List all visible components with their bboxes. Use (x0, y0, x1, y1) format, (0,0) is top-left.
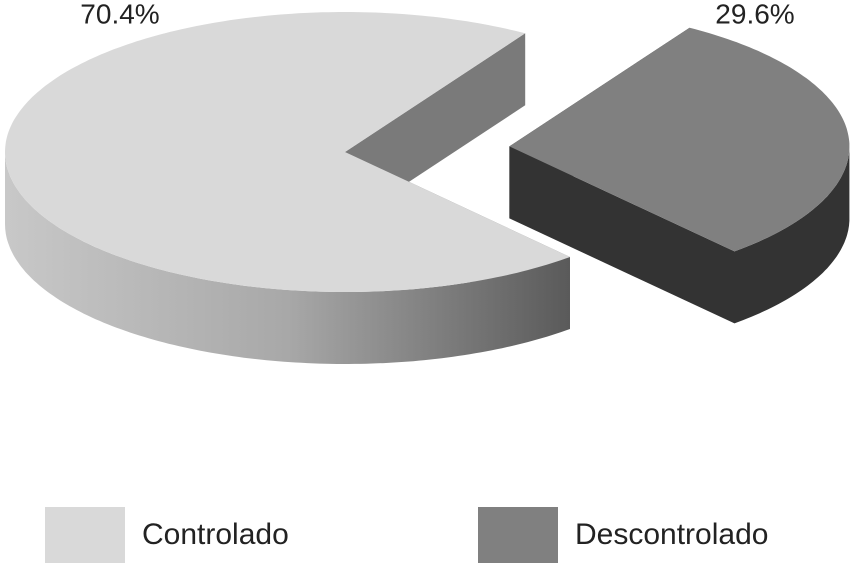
slice (509, 27, 850, 252)
legend-label: Descontrolado (575, 518, 768, 551)
value-label: 29.6% (715, 0, 794, 29)
legend-label: Controlado (142, 518, 289, 551)
legend-swatch (45, 507, 125, 563)
value-label: 70.4% (80, 0, 159, 29)
slice-wall (5, 152, 570, 364)
slice-side (509, 146, 735, 324)
slice (5, 12, 570, 292)
slice-wall (734, 146, 850, 324)
legend-swatch (478, 507, 558, 563)
